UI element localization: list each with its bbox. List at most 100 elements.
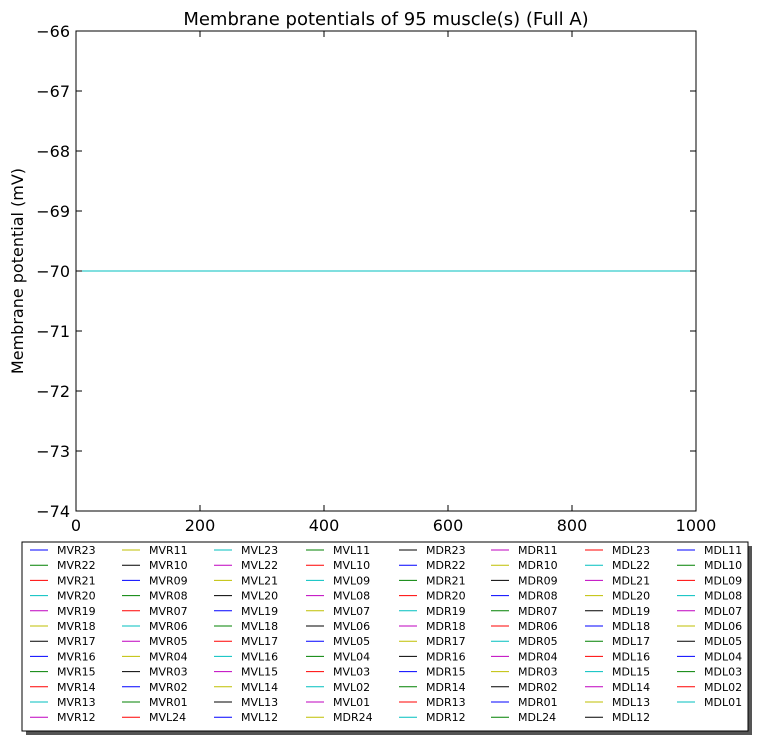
legend-label: MDR11 <box>518 544 558 557</box>
legend-label: MVR21 <box>57 574 96 587</box>
legend-label: MVL24 <box>149 711 186 724</box>
chart-title: Membrane potentials of 95 muscle(s) (Ful… <box>183 9 588 30</box>
y-tick-label: −73 <box>36 442 70 461</box>
legend-label: MVR15 <box>57 666 96 679</box>
legend-label: MVL19 <box>241 605 278 618</box>
legend-label: MVR10 <box>149 559 188 572</box>
legend-label: MDL21 <box>612 574 650 587</box>
legend-label: MDL08 <box>704 590 742 603</box>
legend-label: MVR23 <box>57 544 96 557</box>
legend-label: MDR21 <box>426 574 466 587</box>
legend-label: MDR18 <box>426 620 466 633</box>
legend-label: MDL11 <box>704 544 742 557</box>
legend-label: MVL20 <box>241 590 278 603</box>
legend-label: MDR12 <box>426 711 466 724</box>
legend-label: MVR09 <box>149 574 188 587</box>
legend-label: MDR07 <box>518 605 558 618</box>
legend-label: MDL13 <box>612 696 650 709</box>
y-tick-label: −67 <box>36 82 70 101</box>
legend-label: MDR02 <box>518 681 558 694</box>
legend-label: MDR09 <box>518 574 558 587</box>
legend-label: MVR18 <box>57 620 96 633</box>
legend-label: MDL17 <box>612 635 650 648</box>
x-tick-label: 600 <box>433 516 464 535</box>
legend-label: MVL02 <box>333 681 370 694</box>
legend-label: MVL07 <box>333 605 370 618</box>
legend-label: MDR06 <box>518 620 558 633</box>
legend-label: MVR12 <box>57 711 96 724</box>
legend-label: MDR13 <box>426 696 466 709</box>
legend-label: MDL05 <box>704 635 742 648</box>
legend-box <box>21 541 749 732</box>
legend-label: MVL13 <box>241 696 278 709</box>
y-axis-label: Membrane potential (mV) <box>8 168 27 374</box>
y-tick-label: −71 <box>36 322 70 341</box>
x-tick-label: 1000 <box>676 516 717 535</box>
legend-label: MDR15 <box>426 666 466 679</box>
legend-label: MVL11 <box>333 544 370 557</box>
legend-label: MVL21 <box>241 574 278 587</box>
legend-label: MDL06 <box>704 620 742 633</box>
legend-label: MDL18 <box>612 620 650 633</box>
legend-label: MVL17 <box>241 635 278 648</box>
legend-label: MVL22 <box>241 559 278 572</box>
legend-label: MDR10 <box>518 559 558 572</box>
legend-label: MDR05 <box>518 635 558 648</box>
x-tick-label: 400 <box>309 516 340 535</box>
legend-label: MDR17 <box>426 635 466 648</box>
legend-label: MDL23 <box>612 544 650 557</box>
legend-label: MVR19 <box>57 605 96 618</box>
legend-label: MDL14 <box>612 681 650 694</box>
legend-label: MVL05 <box>333 635 370 648</box>
legend-label: MVR16 <box>57 650 96 663</box>
legend-label: MVL01 <box>333 696 370 709</box>
axis-ticks: 0 200 400 600 800 1000 −66 −67 −68 −69 −70 −71 −72 −7… <box>36 22 716 535</box>
legend-label: MVR14 <box>57 681 96 694</box>
legend-label: MDR14 <box>426 681 466 694</box>
y-tick-label: −66 <box>36 22 70 41</box>
legend-label: MDR01 <box>518 696 558 709</box>
legend-label: MVL06 <box>333 620 370 633</box>
x-tick-label: 800 <box>557 516 588 535</box>
legend-label: MDR04 <box>518 650 558 663</box>
legend-label: MVR08 <box>149 590 188 603</box>
legend-label: MVL15 <box>241 666 278 679</box>
legend-label: MVR06 <box>149 620 188 633</box>
legend-label: MVL10 <box>333 559 370 572</box>
legend-label: MDL20 <box>612 590 650 603</box>
legend-label: MVR05 <box>149 635 188 648</box>
y-tick-label: −69 <box>36 202 70 221</box>
legend-label: MVR02 <box>149 681 188 694</box>
legend-label: MDL19 <box>612 605 650 618</box>
legend-label: MDL04 <box>704 650 742 663</box>
legend-label: MVL08 <box>333 590 370 603</box>
legend-label: MDL02 <box>704 681 742 694</box>
legend-label: MDR23 <box>426 544 466 557</box>
legend-label: MDL07 <box>704 605 742 618</box>
legend-label: MVL16 <box>241 650 278 663</box>
legend-label: MVL12 <box>241 711 278 724</box>
legend-label: MVR03 <box>149 666 188 679</box>
legend-label: MDL16 <box>612 650 650 663</box>
legend-label: MVL18 <box>241 620 278 633</box>
legend-label: MVL03 <box>333 666 370 679</box>
legend-label: MDL12 <box>612 711 650 724</box>
legend-label: MDR20 <box>426 590 466 603</box>
y-tick-label: −74 <box>36 502 70 521</box>
legend-label: MVL23 <box>241 544 278 557</box>
legend-label: MDL15 <box>612 666 650 679</box>
y-tick-label: −70 <box>36 262 70 281</box>
legend: MVR23 MVR22 MVR21 MVR20 MVR19 MVR18 MVR17 MVR16… <box>21 541 752 735</box>
legend-label: MVR07 <box>149 605 188 618</box>
x-tick-label: 200 <box>185 516 216 535</box>
y-tick-label: −68 <box>36 142 70 161</box>
legend-label: MDL09 <box>704 574 742 587</box>
y-tick-label: −72 <box>36 382 70 401</box>
legend-label: MDL03 <box>704 666 742 679</box>
legend-label: MDR08 <box>518 590 558 603</box>
legend-label: MVR11 <box>149 544 188 557</box>
legend-label: MDL01 <box>704 696 742 709</box>
legend-entries: MVR23 MVR22 MVR21 MVR20 MVR19 MVR18 MVR17 MVR16… <box>30 544 742 724</box>
legend-label: MDL10 <box>704 559 742 572</box>
